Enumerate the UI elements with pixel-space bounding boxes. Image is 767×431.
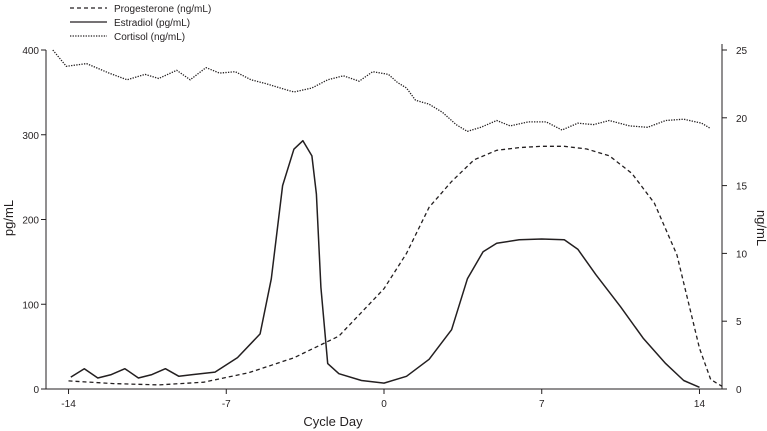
x-tick-label: 14	[694, 399, 706, 410]
legend-label: Cortisol (ng/mL)	[114, 32, 185, 43]
y-axis-label-right: ng/mL	[754, 210, 767, 246]
series-line-2	[70, 139, 700, 388]
y-tick-label-right: 15	[736, 182, 748, 193]
y-tick-label-right: 0	[736, 385, 742, 396]
y-tick-label-left: 300	[22, 131, 39, 142]
legend-label: Estradiol (pg/mL)	[114, 18, 190, 29]
y-axis-label-left: pg/mL	[1, 200, 16, 236]
x-tick-label: 0	[381, 399, 387, 410]
y-tick-label-left: 100	[22, 300, 39, 311]
axes: 0 100 200 300 400 0 5 10 15 20 25 -14 -7 0 7 14	[22, 44, 748, 410]
y-tick-label-right: 10	[736, 249, 748, 260]
x-axis-label: Cycle Day	[303, 414, 363, 429]
y-tick-label-right: 20	[736, 114, 748, 125]
x-tick-label: 7	[539, 399, 545, 410]
series-line-3	[52, 49, 712, 133]
x-tick-label: -7	[222, 399, 231, 410]
y-tick-label-right: 5	[736, 317, 742, 328]
y-tick-label-left: 400	[22, 46, 39, 57]
x-tick-label: -14	[61, 399, 76, 410]
series-line-1	[68, 145, 723, 387]
legend: Progesterone (ng/mL) Estradiol (pg/mL) Cor…	[70, 4, 211, 43]
y-tick-label-left: 200	[22, 216, 39, 227]
legend-label: Progesterone (ng/mL)	[114, 4, 211, 15]
y-tick-label-left: 0	[33, 385, 39, 396]
y-tick-label-right: 25	[736, 46, 748, 57]
series-lines	[52, 49, 723, 388]
